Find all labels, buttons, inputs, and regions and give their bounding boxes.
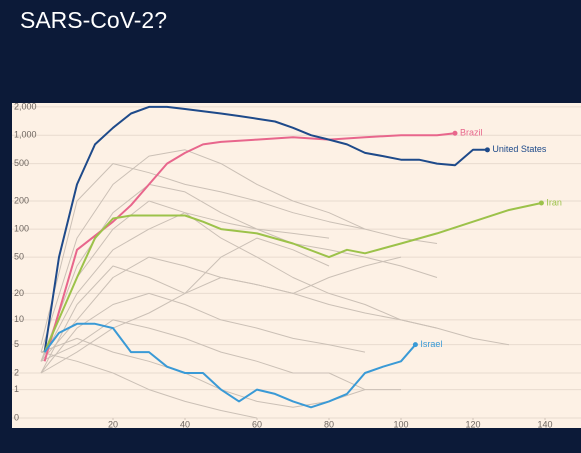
background-line [40, 277, 438, 374]
series-line [43, 202, 542, 353]
y-tick-label: 5 [14, 339, 19, 349]
background-line [40, 163, 438, 345]
y-tick-label: 2,000 [14, 101, 37, 111]
series-label: United States [492, 144, 547, 154]
series-label: Brazil [460, 128, 483, 138]
y-tick-label: 0 [14, 412, 19, 422]
end-dot [484, 147, 490, 153]
y-tick-label: 100 [14, 223, 29, 233]
end-dot [452, 130, 458, 136]
series-line [43, 132, 456, 362]
background-line [40, 149, 366, 353]
x-tick-label: 80 [324, 419, 334, 429]
series-line [43, 322, 417, 409]
background-line [40, 337, 366, 408]
y-tick-label: 20 [14, 288, 24, 298]
x-tick-label: 140 [537, 419, 552, 429]
background-line [40, 183, 438, 362]
x-tick-label: 120 [465, 419, 480, 429]
x-tick-label: 20 [108, 419, 118, 429]
slide-title: SARS-CoV-2? [20, 7, 167, 33]
chart-background [12, 103, 581, 428]
series-label: Israel [420, 339, 442, 349]
background-line [40, 351, 258, 419]
x-tick-label: 100 [393, 419, 408, 429]
x-tick-label: 60 [252, 419, 262, 429]
x-tick-label: 40 [180, 419, 190, 429]
end-dot [412, 342, 418, 348]
y-tick-label: 200 [14, 195, 29, 205]
background-line [40, 319, 401, 391]
series-label: Iran [546, 197, 562, 207]
y-tick-label: 1 [14, 384, 19, 394]
y-tick-label: 1,000 [14, 130, 37, 140]
y-tick-label: 500 [14, 158, 29, 168]
end-dot [538, 200, 544, 206]
series-line [43, 105, 488, 353]
y-tick-label: 50 [14, 251, 24, 261]
y-tick-label: 10 [14, 314, 24, 324]
background-line [40, 292, 366, 374]
y-tick-label: 2 [14, 367, 19, 377]
